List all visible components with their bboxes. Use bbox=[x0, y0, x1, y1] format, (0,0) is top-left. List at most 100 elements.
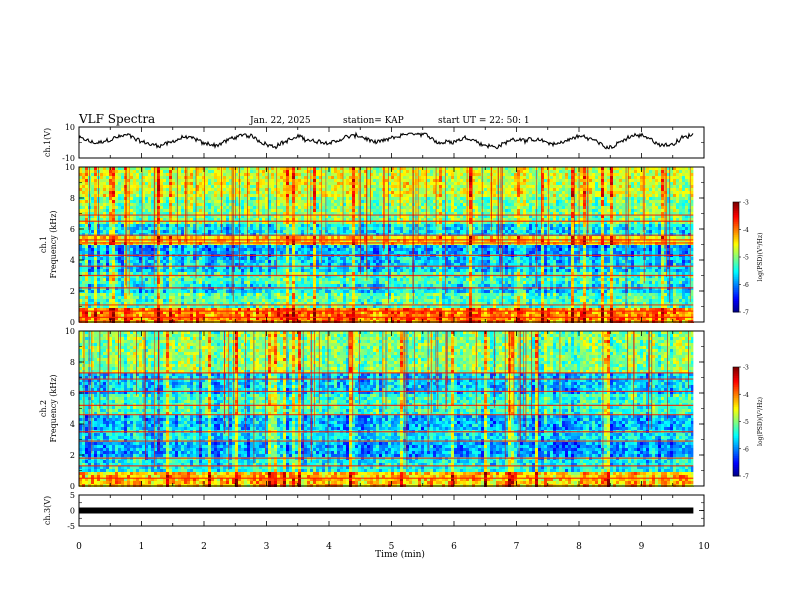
p2-cell bbox=[118, 182, 121, 185]
p2-cell bbox=[391, 197, 394, 200]
p2-cell bbox=[139, 236, 142, 239]
p2-cell bbox=[202, 200, 205, 203]
p2-cell bbox=[577, 185, 580, 188]
p2-cell bbox=[517, 194, 520, 197]
p2-cell bbox=[685, 206, 688, 209]
p2-cell bbox=[448, 206, 451, 209]
p2-cell bbox=[475, 233, 478, 236]
p2-cell bbox=[280, 224, 283, 227]
p2-cell bbox=[85, 209, 88, 212]
p2-cell bbox=[649, 224, 652, 227]
p2-cell bbox=[391, 233, 394, 236]
p2-cell bbox=[679, 194, 682, 197]
p2-cell bbox=[454, 167, 457, 170]
p2-cell bbox=[178, 185, 181, 188]
p2-cell bbox=[610, 188, 613, 191]
p2-cell bbox=[262, 206, 265, 209]
p2-cell bbox=[151, 197, 154, 200]
p2-cell bbox=[175, 215, 178, 218]
p2-cell bbox=[127, 221, 130, 224]
p2-cell bbox=[610, 221, 613, 224]
p2-cell bbox=[340, 182, 343, 185]
p2-cell bbox=[94, 167, 97, 170]
p2-cell bbox=[133, 200, 136, 203]
p2-cell bbox=[400, 212, 403, 215]
p2-cell bbox=[241, 221, 244, 224]
p2-cell bbox=[430, 197, 433, 200]
p2-cell bbox=[154, 173, 157, 176]
p2-cell bbox=[496, 170, 499, 173]
p2-cell bbox=[649, 194, 652, 197]
p2-cell bbox=[166, 176, 169, 179]
p2-cell bbox=[286, 167, 289, 170]
p2-cell bbox=[220, 236, 223, 239]
p2-cell bbox=[649, 191, 652, 194]
p2-cell bbox=[568, 185, 571, 188]
p2-cell bbox=[106, 173, 109, 176]
p2-cell bbox=[283, 236, 286, 239]
p2-cell bbox=[334, 182, 337, 185]
p2-cell bbox=[517, 170, 520, 173]
p2-cell bbox=[637, 188, 640, 191]
p2-cell bbox=[493, 191, 496, 194]
p2-cell bbox=[223, 188, 226, 191]
p2-cell bbox=[364, 200, 367, 203]
p2-cell bbox=[388, 185, 391, 188]
p2-cell bbox=[334, 227, 337, 230]
p2-cell bbox=[316, 221, 319, 224]
p2-cell bbox=[616, 236, 619, 239]
p2-cell bbox=[532, 227, 535, 230]
p2-cell bbox=[565, 203, 568, 206]
p2-cell bbox=[670, 215, 673, 218]
p2-cell bbox=[463, 203, 466, 206]
p2-cell bbox=[634, 179, 637, 182]
p2-cell bbox=[373, 185, 376, 188]
p2-cell bbox=[622, 236, 625, 239]
p2-cell bbox=[394, 209, 397, 212]
p2-cell bbox=[637, 233, 640, 236]
p2-cell bbox=[493, 236, 496, 239]
p2-cell bbox=[367, 224, 370, 227]
p2-cell bbox=[562, 182, 565, 185]
p2-cell bbox=[121, 176, 124, 179]
p2-cell bbox=[685, 191, 688, 194]
p2-cell bbox=[436, 179, 439, 182]
p2-cell bbox=[592, 209, 595, 212]
p2-cell bbox=[244, 170, 247, 173]
p2-cell bbox=[574, 197, 577, 200]
p2-cell bbox=[109, 224, 112, 227]
p2-cell bbox=[451, 218, 454, 221]
p2-cell bbox=[523, 218, 526, 221]
p2-cell bbox=[505, 182, 508, 185]
p2-cell bbox=[229, 230, 232, 233]
p2-cell bbox=[274, 182, 277, 185]
p2-cell bbox=[262, 212, 265, 215]
p2-cell bbox=[169, 221, 172, 224]
p2-cell bbox=[352, 179, 355, 182]
p2-cell bbox=[217, 179, 220, 182]
p2-cell bbox=[277, 176, 280, 179]
p2-cell bbox=[256, 179, 259, 182]
p2-cell bbox=[331, 221, 334, 224]
p2-cell bbox=[541, 230, 544, 233]
p2-cell bbox=[652, 206, 655, 209]
p2-cell bbox=[646, 182, 649, 185]
p2-cell bbox=[622, 233, 625, 236]
p2-cell bbox=[649, 176, 652, 179]
p2-cell bbox=[577, 236, 580, 239]
p2-cell bbox=[85, 185, 88, 188]
p2-cell bbox=[589, 176, 592, 179]
p2-cell bbox=[217, 206, 220, 209]
p2-cell bbox=[256, 188, 259, 191]
p2-cell bbox=[307, 197, 310, 200]
p2-cell bbox=[562, 227, 565, 230]
p2-cell bbox=[112, 224, 115, 227]
p2-cell bbox=[307, 203, 310, 206]
p2-cell bbox=[259, 170, 262, 173]
p2-cell bbox=[325, 191, 328, 194]
p2-cell bbox=[400, 233, 403, 236]
p2-cell bbox=[685, 203, 688, 206]
p2-cell bbox=[325, 221, 328, 224]
p2-cell bbox=[418, 191, 421, 194]
